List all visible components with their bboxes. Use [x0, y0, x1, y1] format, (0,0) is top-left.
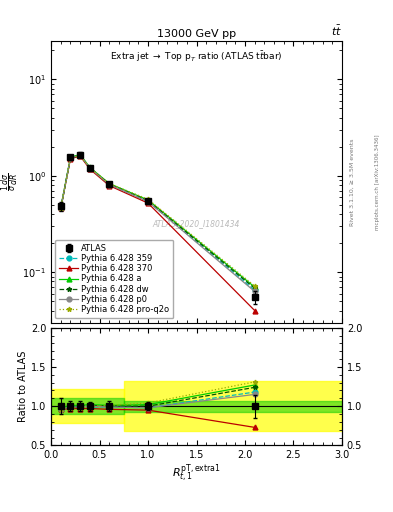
- Legend: ATLAS, Pythia 6.428 359, Pythia 6.428 370, Pythia 6.428 a, Pythia 6.428 dw, Pyth: ATLAS, Pythia 6.428 359, Pythia 6.428 37…: [55, 240, 173, 318]
- Title: 13000 GeV pp: 13000 GeV pp: [157, 29, 236, 39]
- Text: Rivet 3.1.10, ≥ 3.5M events: Rivet 3.1.10, ≥ 3.5M events: [350, 138, 355, 225]
- X-axis label: $R_{t,1}^{\mathrm{pT,extra1}}$: $R_{t,1}^{\mathrm{pT,extra1}}$: [172, 463, 221, 485]
- Y-axis label: Ratio to ATLAS: Ratio to ATLAS: [18, 351, 28, 422]
- Text: Extra jet $\rightarrow$ Top p$_T$ ratio (ATLAS t$\bar{t}$bar): Extra jet $\rightarrow$ Top p$_T$ ratio …: [110, 50, 283, 65]
- Y-axis label: $\frac{1}{\sigma}\frac{d\sigma}{dR}$: $\frac{1}{\sigma}\frac{d\sigma}{dR}$: [0, 173, 21, 191]
- Text: $t\bar{t}$: $t\bar{t}$: [331, 24, 342, 38]
- Text: mcplots.cern.ch [arXiv:1306.3436]: mcplots.cern.ch [arXiv:1306.3436]: [375, 134, 380, 229]
- Text: ATLAS_2020_I1801434: ATLAS_2020_I1801434: [153, 220, 240, 228]
